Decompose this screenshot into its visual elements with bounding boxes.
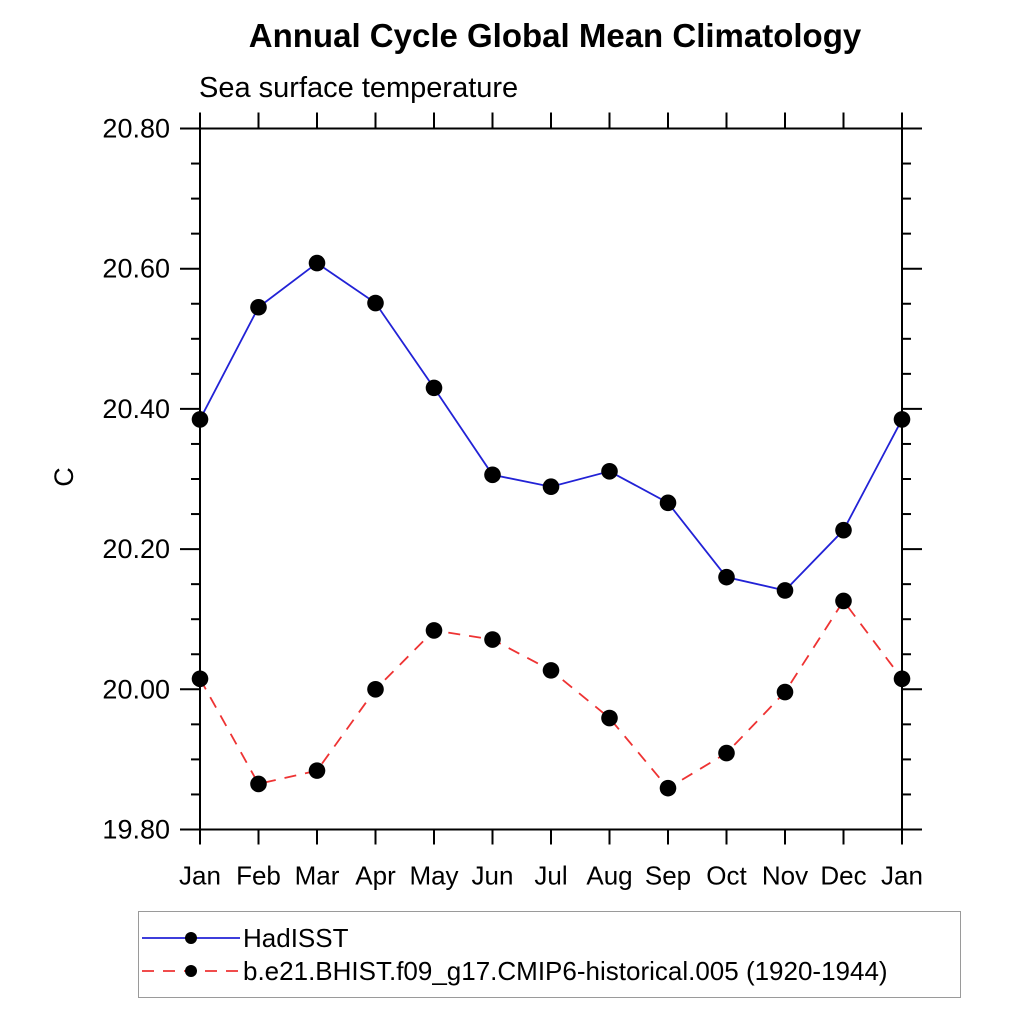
svg-text:Dec: Dec [820, 861, 866, 891]
svg-text:19.80: 19.80 [102, 815, 170, 845]
svg-text:20.40: 20.40 [102, 394, 170, 424]
svg-text:Sep: Sep [645, 861, 691, 891]
chart-subtitle: Sea surface temperature [199, 72, 519, 104]
series-hadisst [191, 254, 911, 599]
axis-ticks [180, 112, 922, 845]
svg-text:Jan: Jan [179, 861, 221, 891]
svg-text:20.20: 20.20 [102, 534, 170, 564]
legend-line-dashed-icon [142, 965, 240, 977]
svg-text:20.80: 20.80 [102, 114, 170, 144]
legend-label-model: b.e21.BHIST.f09_g17.CMIP6-historical.005… [243, 956, 888, 986]
axis-tick-labels: Jan Feb Mar Apr May Jun Jul Aug Sep Oct Nov Dec Jan 1… [102, 114, 923, 891]
chart-title: Annual Cycle Global Mean Climatology [248, 17, 862, 54]
svg-text:Jun: Jun [472, 861, 514, 891]
legend-line-solid-icon [142, 932, 240, 944]
legend-item-hadisst: HadISST [139, 923, 960, 954]
svg-text:Aug: Aug [586, 861, 632, 891]
legend-item-model: b.e21.BHIST.f09_g17.CMIP6-historical.005… [139, 956, 960, 987]
svg-text:20.00: 20.00 [102, 674, 170, 704]
svg-text:Jul: Jul [534, 861, 567, 891]
svg-text:May: May [409, 861, 458, 891]
svg-text:20.60: 20.60 [102, 254, 170, 284]
svg-text:Apr: Apr [355, 861, 396, 891]
axes-frame [199, 127, 903, 831]
legend-label-hadisst: HadISST [243, 923, 349, 953]
legend: HadISST b.e21.BHIST.f09_g17.CMIP6-histor… [138, 911, 961, 998]
svg-text:Mar: Mar [295, 861, 340, 891]
series-model [191, 592, 911, 797]
svg-text:Oct: Oct [706, 861, 747, 891]
svg-text:Nov: Nov [762, 861, 808, 891]
svg-text:Jan: Jan [881, 861, 923, 891]
svg-text:Feb: Feb [236, 861, 281, 891]
